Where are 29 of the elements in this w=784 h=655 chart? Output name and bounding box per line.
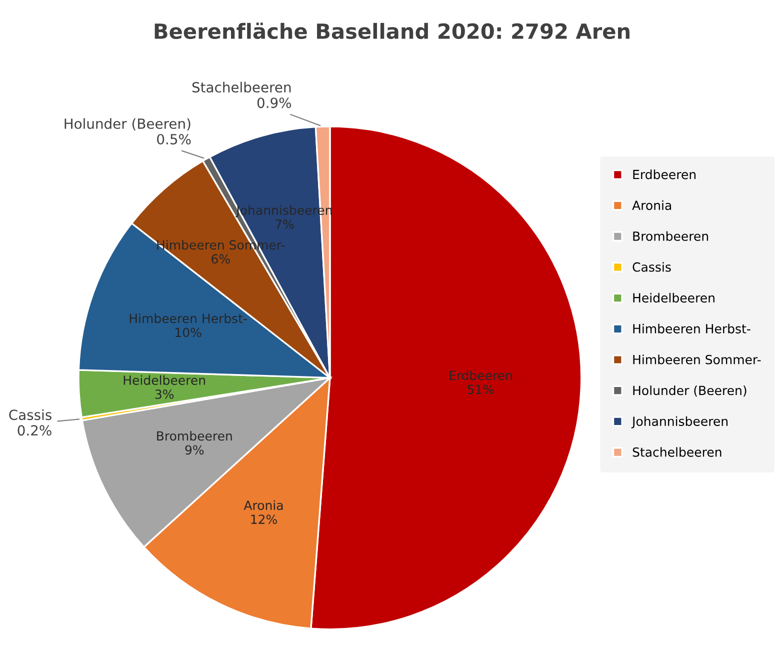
- slice-label: Cassis: [9, 409, 52, 420]
- slice-label: Erdbeeren: [450, 370, 512, 380]
- legend-label: Heidelbeeren: [633, 292, 714, 303]
- legend-label: Himbeeren Herbst-: [633, 324, 750, 334]
- slice-label: Heidelbeeren: [124, 375, 205, 385]
- data-label: 12%: [251, 514, 277, 524]
- data-label: 0.5%: [157, 134, 191, 144]
- data-label: 10%: [176, 328, 202, 338]
- slice-label: Aronia: [244, 500, 283, 510]
- legend-label: Aronia: [632, 200, 672, 210]
- legend-label: Stachelbeeren: [632, 447, 722, 457]
- data-label: 7%: [276, 219, 294, 229]
- data-label: 0.2%: [18, 425, 52, 436]
- legend-label: Cassis: [632, 262, 671, 272]
- legend-label: Holunder (Beeren): [633, 385, 746, 397]
- data-label: 3%: [155, 389, 174, 399]
- slice-label: Stachelbeeren: [192, 82, 291, 93]
- slice-label: Holunder (Beeren): [64, 118, 190, 131]
- legend-label: Johannisbeeren: [631, 416, 728, 428]
- data-label: 0.9%: [257, 98, 292, 108]
- data-label: 51%: [468, 384, 494, 394]
- legend-label: Brombeeren: [633, 231, 708, 241]
- data-label: 6%: [212, 254, 230, 264]
- legend-label: Erdbeeren: [633, 170, 696, 180]
- slice-label: Brombeeren: [157, 430, 232, 441]
- chart-title: Beerenfläche Baselland 2020: 2792 Aren: [154, 22, 630, 40]
- data-label: 9%: [185, 445, 204, 455]
- slice-label: Himbeeren Herbst-: [130, 314, 247, 324]
- legend-label: Himbeeren Sommer-: [633, 354, 761, 364]
